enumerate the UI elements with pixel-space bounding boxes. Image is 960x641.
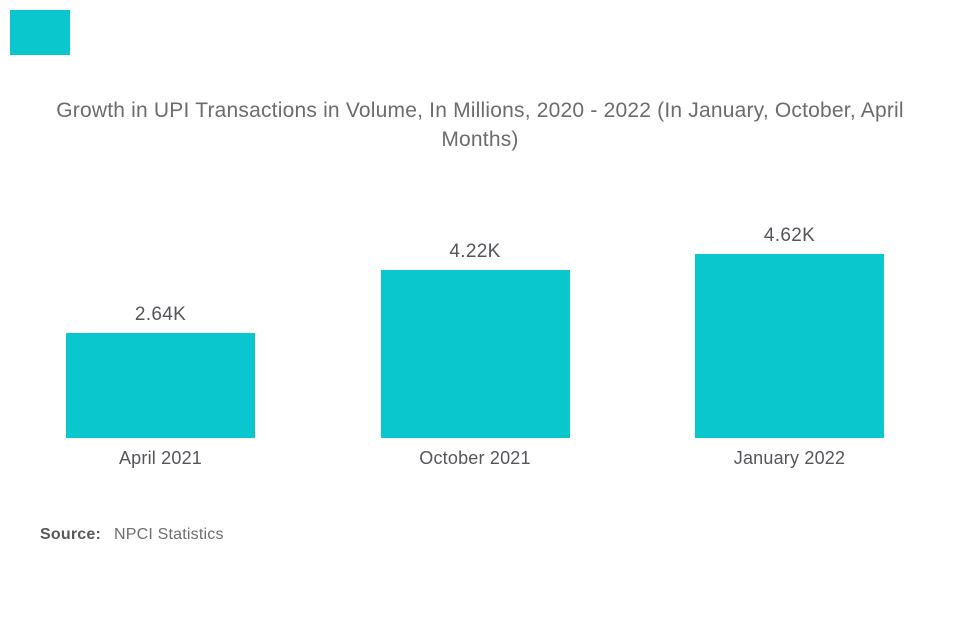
category-label-january-2022: January 2022 [733,448,846,468]
bar-january-2022 [695,254,884,438]
bar-value-label: 4.62K [763,225,816,246]
bar-group-january-2022: 4.62K [695,226,884,438]
bar-value-label: 2.64K [134,304,187,325]
source-label: Source: [40,526,101,543]
bar-group-april-2021: 2.64K [66,305,255,438]
bar-april-2021 [66,333,255,438]
source-line: Source: NPCI Statistics [40,525,224,544]
category-axis: April 2021 October 2021 January 2022 [66,448,884,468]
bar-plot-area: 2.64K 4.22K 4.62K [66,218,884,438]
bar-october-2021 [380,270,570,438]
bar-group-october-2021: 4.22K [380,241,570,438]
source-value: NPCI Statistics [113,526,224,543]
bar-value-label: 4.22K [449,241,501,262]
category-label-october-2021: October 2021 [419,448,531,468]
category-label-april-2021: April 2021 [118,448,203,468]
chart-title: Growth in UPI Transactions in Volume, In… [56,99,904,151]
brand-logo-mark [10,10,70,55]
